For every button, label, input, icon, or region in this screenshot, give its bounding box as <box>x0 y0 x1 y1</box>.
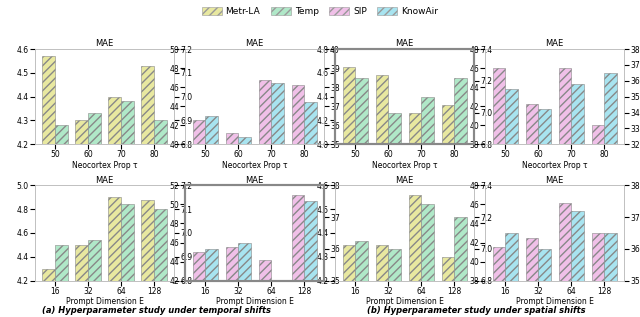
Text: (a) Hyperparameter study under temporal shifts: (a) Hyperparameter study under temporal … <box>42 307 271 315</box>
Bar <box>559 203 572 317</box>
Bar <box>55 245 68 317</box>
Bar <box>259 260 271 317</box>
Bar <box>271 83 284 317</box>
Title: MAE: MAE <box>396 39 414 49</box>
Bar <box>591 233 604 317</box>
Title: MAE: MAE <box>396 176 414 185</box>
Bar <box>304 201 317 317</box>
Bar <box>376 75 388 317</box>
X-axis label: Prompt Dimension E: Prompt Dimension E <box>216 297 294 306</box>
Bar <box>572 84 584 317</box>
Bar <box>76 120 88 317</box>
Bar <box>42 269 55 317</box>
Legend: Metr-LA, Temp, SIP, KnowAir: Metr-LA, Temp, SIP, KnowAir <box>198 3 442 19</box>
Bar <box>141 66 154 317</box>
X-axis label: Prompt Dimension E: Prompt Dimension E <box>65 297 143 306</box>
Bar <box>291 85 304 317</box>
Bar <box>421 204 434 317</box>
Bar <box>505 89 518 317</box>
Bar <box>225 247 238 317</box>
Bar <box>538 109 551 317</box>
Bar <box>88 240 100 317</box>
X-axis label: Prompt Dimension E: Prompt Dimension E <box>516 297 594 306</box>
Bar <box>88 113 100 317</box>
Bar <box>408 195 421 317</box>
Bar <box>342 67 355 317</box>
Bar <box>525 238 538 317</box>
Title: MAE: MAE <box>95 176 114 185</box>
Bar <box>408 113 421 317</box>
Title: MAE: MAE <box>245 39 264 49</box>
Bar <box>193 252 205 317</box>
Bar <box>604 73 617 317</box>
Bar <box>121 204 134 317</box>
Bar <box>388 113 401 317</box>
Bar <box>205 116 218 317</box>
X-axis label: Prompt Dimension E: Prompt Dimension E <box>365 297 444 306</box>
Title: MAE: MAE <box>545 176 564 185</box>
Bar <box>454 217 467 317</box>
Bar <box>55 125 68 317</box>
Bar <box>108 97 121 317</box>
Bar <box>271 281 284 317</box>
X-axis label: Neocortex Prop τ: Neocortex Prop τ <box>522 161 588 170</box>
X-axis label: Neocortex Prop τ: Neocortex Prop τ <box>72 161 137 170</box>
Bar <box>454 78 467 317</box>
Bar <box>421 97 434 317</box>
Bar <box>355 78 368 317</box>
Bar <box>121 101 134 317</box>
Bar <box>604 233 617 317</box>
Bar <box>238 243 251 317</box>
Bar <box>525 104 538 317</box>
Bar <box>505 233 518 317</box>
Bar <box>76 245 88 317</box>
Bar <box>376 245 388 317</box>
Bar <box>108 197 121 317</box>
Title: MAE: MAE <box>545 39 564 49</box>
Bar <box>259 80 271 317</box>
Bar <box>388 249 401 317</box>
Bar <box>493 68 505 317</box>
Bar <box>225 133 238 317</box>
Bar <box>42 56 55 317</box>
Bar <box>572 211 584 317</box>
Bar <box>442 257 454 317</box>
Title: MAE: MAE <box>95 39 114 49</box>
Bar <box>141 200 154 317</box>
Bar <box>154 120 166 317</box>
Bar <box>442 105 454 317</box>
Bar <box>304 102 317 317</box>
Bar <box>154 209 166 317</box>
Bar <box>538 249 551 317</box>
Bar <box>291 195 304 317</box>
Bar <box>559 68 572 317</box>
Bar <box>591 125 604 317</box>
Bar <box>205 249 218 317</box>
X-axis label: Neocortex Prop τ: Neocortex Prop τ <box>222 161 287 170</box>
Title: MAE: MAE <box>245 176 264 185</box>
Bar <box>355 241 368 317</box>
Bar <box>493 247 505 317</box>
Text: (b) Hyperparameter study under spatial shifts: (b) Hyperparameter study under spatial s… <box>367 307 586 315</box>
Bar <box>238 137 251 317</box>
Bar <box>193 120 205 317</box>
Bar <box>342 245 355 317</box>
X-axis label: Neocortex Prop τ: Neocortex Prop τ <box>372 161 437 170</box>
